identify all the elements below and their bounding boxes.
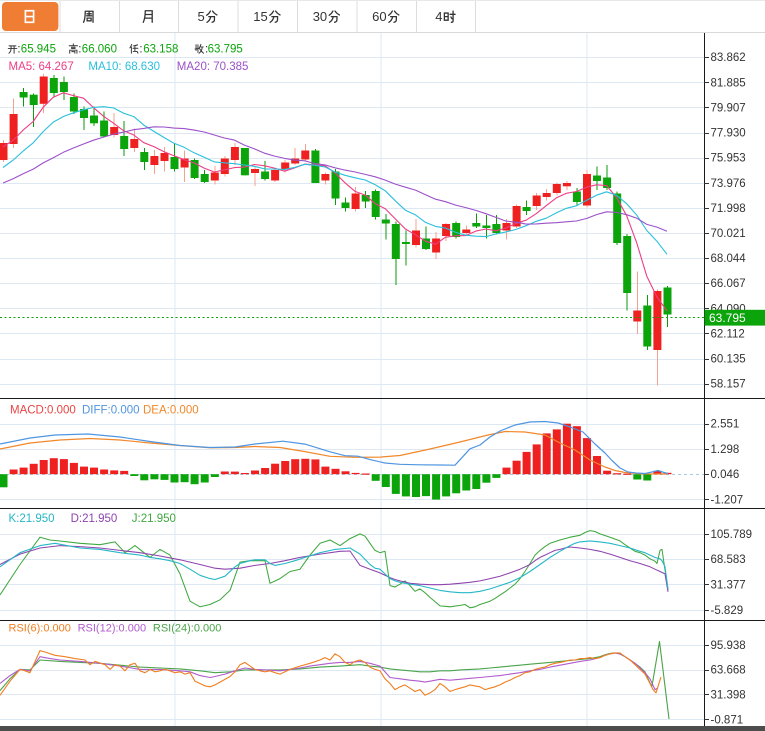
- svg-text:-1.207: -1.207: [711, 494, 744, 506]
- svg-text:31.377: 31.377: [711, 580, 746, 592]
- svg-text:DEA:0.000: DEA:0.000: [143, 405, 199, 417]
- svg-text:58.157: 58.157: [711, 379, 746, 391]
- svg-text:D:21.950: D:21.950: [71, 513, 118, 525]
- svg-text:60: 60: [372, 9, 386, 24]
- svg-text:66.060: 66.060: [82, 44, 117, 56]
- svg-text:66.067: 66.067: [711, 278, 746, 290]
- svg-text::: :: [139, 44, 142, 56]
- svg-text:62.112: 62.112: [711, 329, 745, 341]
- svg-text:MA10: 68.630: MA10: 68.630: [88, 61, 160, 73]
- svg-text:RSI(6):0.000: RSI(6):0.000: [9, 623, 71, 635]
- svg-text:0.046: 0.046: [711, 469, 740, 481]
- svg-text:RSI(24):0.000: RSI(24):0.000: [153, 623, 221, 635]
- svg-text:95.938: 95.938: [711, 640, 746, 652]
- svg-text:63.668: 63.668: [711, 665, 746, 677]
- svg-text:1.298: 1.298: [711, 444, 740, 456]
- svg-text:30: 30: [313, 9, 327, 24]
- svg-text:68.583: 68.583: [711, 554, 746, 566]
- svg-text:77.930: 77.930: [711, 128, 746, 140]
- svg-text::: :: [78, 44, 81, 56]
- svg-text:J:21.950: J:21.950: [132, 513, 176, 525]
- svg-text:65.945: 65.945: [21, 44, 56, 56]
- svg-text:71.998: 71.998: [711, 203, 746, 215]
- svg-text:-5.829: -5.829: [711, 605, 744, 617]
- svg-text:K:21.950: K:21.950: [9, 513, 55, 525]
- svg-text:MACD:0.000: MACD:0.000: [10, 405, 76, 417]
- svg-text:RSI(12):0.000: RSI(12):0.000: [78, 623, 146, 635]
- svg-text:81.885: 81.885: [711, 77, 746, 89]
- svg-text:75.953: 75.953: [711, 153, 746, 165]
- svg-text:4: 4: [435, 9, 442, 24]
- svg-text:83.862: 83.862: [711, 52, 746, 64]
- svg-text:MA5: 64.267: MA5: 64.267: [9, 61, 74, 73]
- svg-text:MA20: 70.385: MA20: 70.385: [177, 61, 249, 73]
- svg-text:DIFF:0.000: DIFF:0.000: [82, 405, 140, 417]
- svg-text:5: 5: [198, 9, 205, 24]
- svg-text:63.158: 63.158: [143, 44, 178, 56]
- svg-text:63.795: 63.795: [208, 44, 243, 56]
- svg-text:63.795: 63.795: [709, 311, 746, 325]
- svg-text:60.135: 60.135: [711, 354, 746, 366]
- svg-text:105.789: 105.789: [711, 529, 753, 541]
- svg-text::: :: [17, 44, 20, 56]
- svg-text:2.551: 2.551: [711, 419, 740, 431]
- svg-text:31.398: 31.398: [711, 690, 746, 702]
- svg-text:73.976: 73.976: [711, 178, 746, 190]
- svg-text:79.907: 79.907: [711, 102, 746, 114]
- svg-text:-0.871: -0.871: [711, 714, 744, 726]
- svg-text:15: 15: [253, 9, 267, 24]
- svg-text:68.044: 68.044: [711, 253, 747, 265]
- svg-text:70.021: 70.021: [711, 228, 746, 240]
- svg-text::: :: [205, 44, 208, 56]
